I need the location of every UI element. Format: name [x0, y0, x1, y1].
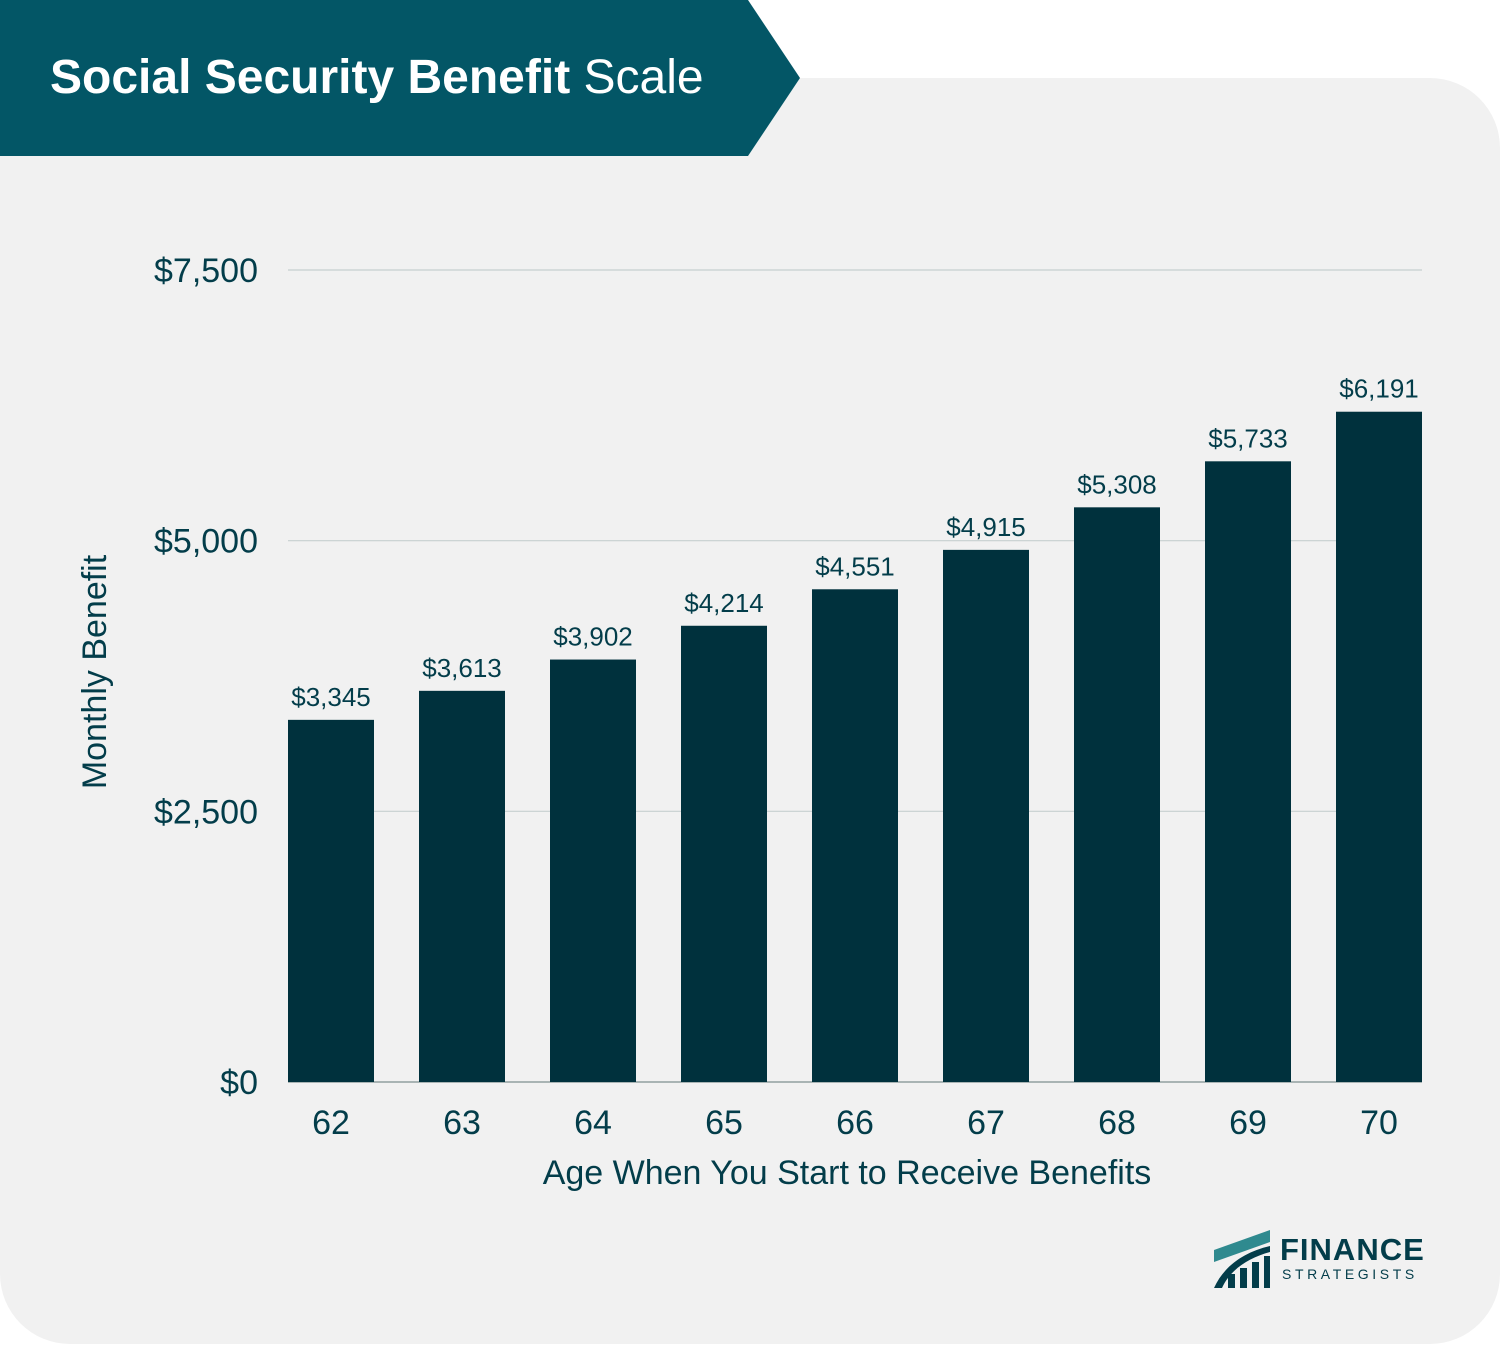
bar	[1336, 411, 1422, 1082]
bar-data-label: $5,308	[1077, 469, 1157, 499]
bar	[1205, 461, 1291, 1082]
bar	[288, 719, 374, 1082]
x-tick-label: 64	[574, 1104, 612, 1142]
bar-data-label: $4,214	[684, 588, 764, 618]
logo-text-finance: FINANCE	[1280, 1232, 1425, 1267]
bar-data-label: $4,915	[946, 512, 1026, 542]
bar-data-label: $4,551	[815, 551, 895, 581]
y-axis-label: Monthly Benefit	[76, 554, 114, 789]
x-tick-label: 69	[1229, 1104, 1267, 1142]
title-light: Scale	[583, 51, 704, 104]
bar	[812, 589, 898, 1082]
bar	[419, 690, 505, 1082]
rising-bars-logo-icon	[1214, 1230, 1270, 1288]
bar	[681, 625, 767, 1082]
x-tick-label: 62	[312, 1104, 350, 1142]
y-tick-label: $7,500	[154, 252, 258, 290]
bar	[1074, 507, 1160, 1082]
x-axis-label: Age When You Start to Receive Benefits	[543, 1154, 1152, 1192]
finance-strategists-logo: FINANCE STRATEGISTS	[1210, 1228, 1440, 1292]
y-tick-label: $0	[220, 1064, 258, 1102]
y-tick-label: $2,500	[154, 793, 258, 831]
bar	[943, 549, 1029, 1082]
x-tick-label: 65	[705, 1104, 743, 1142]
bar-data-label: $3,613	[422, 653, 502, 683]
x-tick-label: 67	[967, 1104, 1005, 1142]
x-tick-label: 63	[443, 1104, 481, 1142]
x-tick-label: 68	[1098, 1104, 1136, 1142]
x-tick-label: 70	[1360, 1104, 1398, 1142]
logo-text-strategists: STRATEGISTS	[1282, 1266, 1418, 1282]
y-tick-label: $5,000	[154, 523, 258, 561]
bar-data-label: $5,733	[1208, 423, 1288, 453]
bar	[550, 659, 636, 1082]
title-bold: Social Security Benefit	[50, 51, 571, 104]
bar-data-label: $6,191	[1339, 374, 1419, 404]
bar-data-label: $3,345	[291, 682, 371, 712]
x-tick-label: 66	[836, 1104, 874, 1142]
bar-data-label: $3,902	[553, 622, 633, 652]
page-title: Social Security Benefit Scale	[50, 48, 704, 108]
title-banner	[0, 0, 800, 156]
